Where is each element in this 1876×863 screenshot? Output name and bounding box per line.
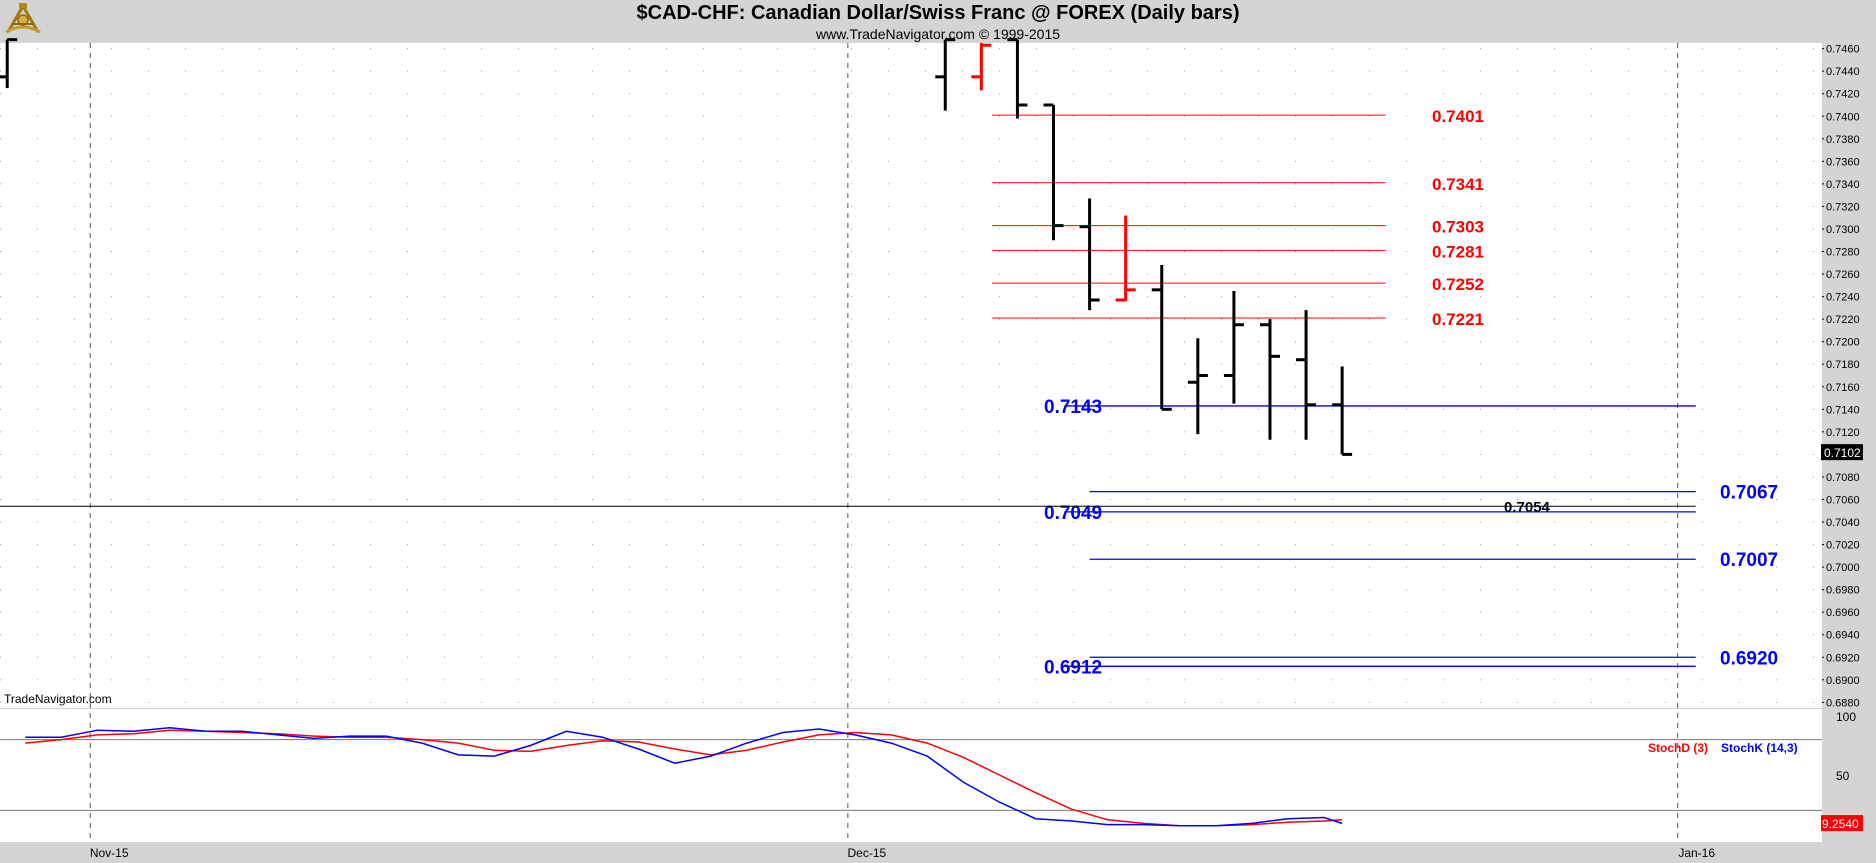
watermark: TradeNavigator.com	[4, 692, 112, 706]
time-gridlines	[89, 43, 1679, 842]
fib-label: 0.7221	[1432, 310, 1484, 329]
price-tick-label: 0.7020	[1826, 540, 1860, 552]
black-horizontal-line: 0.7054	[0, 499, 1696, 516]
support-label: 0.7007	[1720, 550, 1778, 571]
support-label: 0.6912	[1044, 657, 1102, 678]
chart-subtitle: www.TradeNavigator.com © 1999-2015	[815, 26, 1061, 42]
price-tick-label: 0.7200	[1826, 337, 1860, 349]
price-tick-label: 0.7460	[1826, 44, 1860, 56]
stochd-line	[25, 729, 1343, 827]
ohlc-bar	[971, 43, 992, 91]
price-tick-label: 0.7300	[1826, 224, 1860, 236]
stochastic-series	[0, 727, 1822, 827]
fib-label: 0.7341	[1432, 175, 1484, 194]
price-panel[interactable]	[0, 43, 1822, 708]
ohlc-bar	[1043, 103, 1064, 241]
fib-levels: 0.7401 0.7341 0.7303 0.7281 0.7252 0.7221	[992, 107, 1484, 329]
price-tick-label: 0.7120	[1826, 427, 1860, 439]
stochastic-axis: 100 50 9.2540	[1821, 710, 1863, 832]
ohlc-bar	[935, 38, 956, 111]
price-tick-label: 0.6960	[1826, 607, 1860, 619]
price-tick-label: 0.6900	[1826, 675, 1860, 687]
price-tick-label: 0.7160	[1826, 382, 1860, 394]
price-tick-label: 0.6940	[1826, 630, 1860, 642]
price-tick-label: 0.7000	[1826, 562, 1860, 574]
time-tick-label: Jan-16	[1678, 846, 1715, 860]
price-tick-label: 0.6920	[1826, 652, 1860, 664]
price-tick-label: 0.7420	[1826, 89, 1860, 101]
fib-label: 0.7303	[1432, 218, 1484, 237]
stochk-line	[25, 727, 1343, 827]
price-tick-label: 0.7240	[1826, 292, 1860, 304]
stochastic-panel[interactable]	[0, 709, 1822, 842]
last-price-box	[1821, 444, 1863, 461]
price-axis: 0.7460 0.7440 0.7420 0.7400 0.7380 0.7360 0.73…	[1821, 44, 1863, 709]
price-tick-label: 0.7180	[1826, 359, 1860, 371]
price-tick-label: 0.7380	[1826, 134, 1860, 146]
price-tick-label: 0.7140	[1826, 404, 1860, 416]
price-tick-label: 0.7440	[1826, 66, 1860, 78]
price-tick-label: 0.7320	[1826, 201, 1860, 213]
ohlc-bar	[1259, 319, 1280, 440]
support-label: 0.7143	[1044, 397, 1102, 418]
stoch-last-box	[1821, 815, 1863, 832]
price-tick-label: 0.6880	[1826, 697, 1860, 709]
stoch-tick-label: 50	[1836, 769, 1850, 783]
time-tick-label: Dec-15	[848, 846, 887, 860]
time-tick-label: Nov-15	[90, 846, 129, 860]
price-tick-label: 0.6980	[1826, 585, 1860, 597]
sextant-logo-icon	[5, 2, 41, 34]
fib-label: 0.7281	[1432, 242, 1484, 261]
support-label: 0.7049	[1044, 503, 1102, 524]
price-tick-label: 0.7220	[1826, 314, 1860, 326]
ohlc-bar	[1296, 310, 1317, 440]
price-tick-label: 0.7360	[1826, 156, 1860, 168]
price-tick-label: 0.7080	[1826, 472, 1860, 484]
price-tick-label: 0.7280	[1826, 247, 1860, 259]
price-tick-label: 0.7400	[1826, 111, 1860, 123]
ohlc-bar	[1332, 366, 1353, 456]
stoch-last-label: 9.2540	[1822, 817, 1859, 831]
stoch-tick-label: 100	[1836, 710, 1856, 724]
chart-title: $CAD-CHF: Canadian Dollar/Swiss Franc @ …	[636, 2, 1240, 24]
stochd-legend: StochD (3)	[1648, 741, 1708, 755]
time-axis: Nov-15 Dec-15 Jan-16	[90, 846, 1715, 860]
last-price-label: 0.7102	[1824, 446, 1861, 460]
ohlc-bar	[1115, 215, 1136, 302]
black-line-label: 0.7054	[1504, 499, 1551, 516]
support-label: 0.7067	[1720, 483, 1778, 504]
ohlc-bar	[0, 38, 18, 89]
ohlc-bar	[1223, 290, 1244, 404]
support-label: 0.6920	[1720, 648, 1778, 669]
price-tick-label: 0.7340	[1826, 179, 1860, 191]
stochk-legend: StochK (14,3)	[1721, 741, 1798, 755]
price-tick-label: 0.7060	[1826, 494, 1860, 506]
ohlc-bar	[1187, 338, 1208, 435]
support-lines: 0.7143 0.7067 0.7049 0.7007 0.6920 0.6912	[1044, 397, 1778, 678]
fib-label: 0.7252	[1432, 275, 1484, 294]
fib-label: 0.7401	[1432, 107, 1484, 126]
ohlc-bars	[0, 38, 1353, 456]
ohlc-bar	[1079, 198, 1100, 311]
ohlc-bar	[1007, 38, 1028, 119]
ohlc-bar	[1151, 265, 1172, 411]
price-tick-label: 0.7040	[1826, 517, 1860, 529]
price-tick-label: 0.7260	[1826, 269, 1860, 281]
